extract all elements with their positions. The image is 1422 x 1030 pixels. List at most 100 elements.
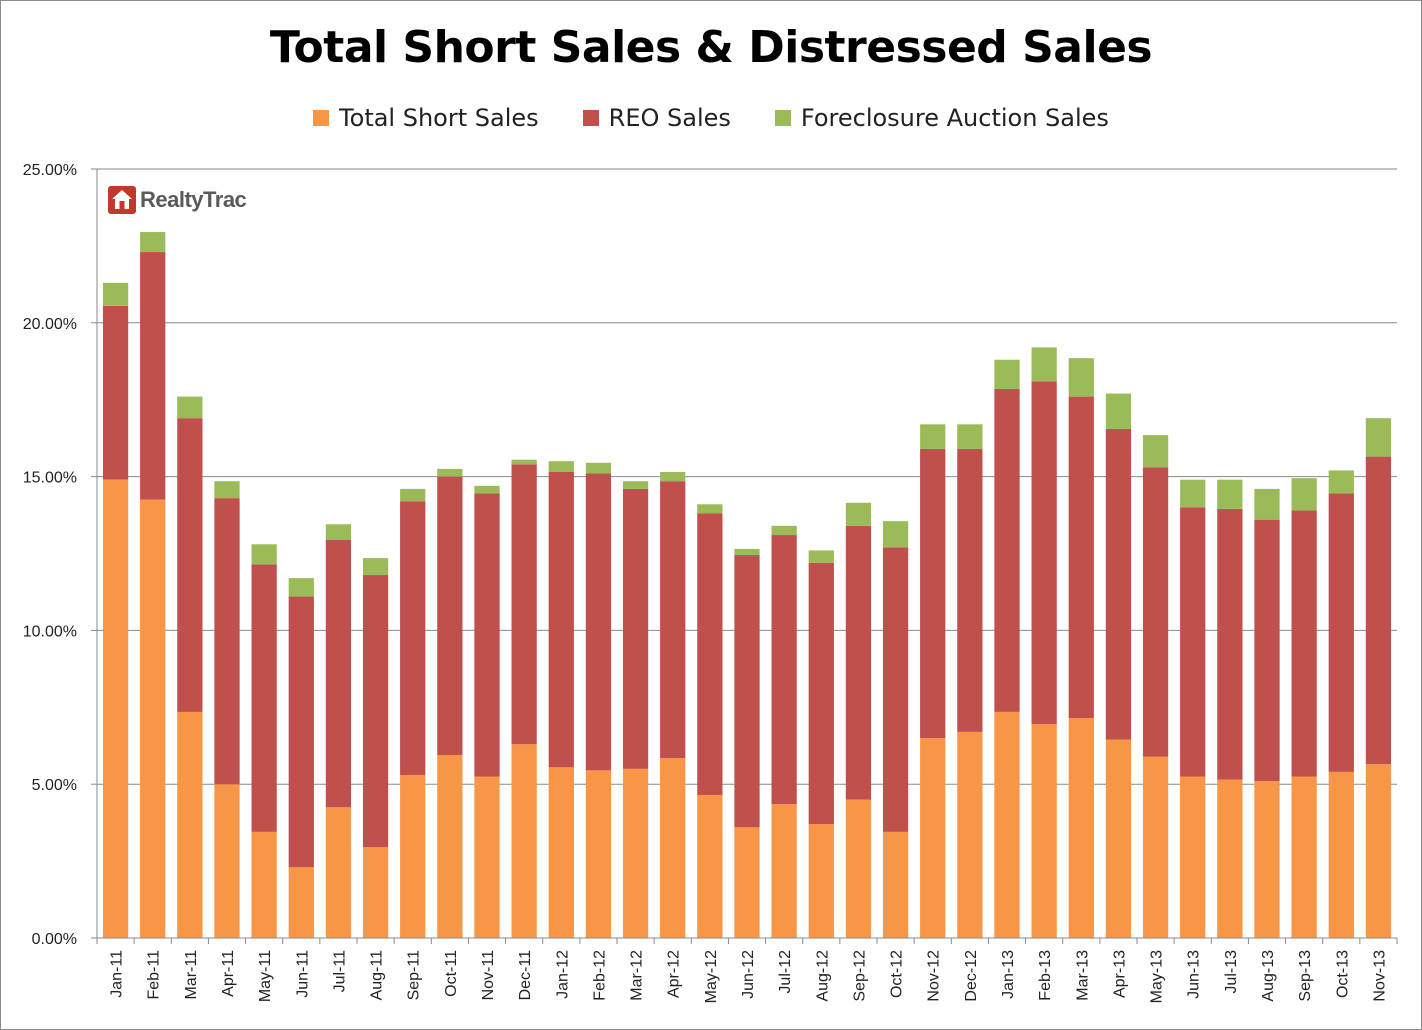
legend-label-1: REO Sales (608, 104, 731, 132)
x-tick-label: Feb-11 (146, 950, 163, 1000)
legend-item-0: Total Short Sales (313, 104, 539, 132)
bar-short-sales-Jun-13 (1180, 776, 1206, 938)
bar-auction-sales-Apr-12 (660, 471, 686, 482)
y-tick-label: 5.00% (32, 777, 77, 794)
bar-auction-sales-Apr-13 (1105, 393, 1132, 429)
bar-auction-sales-Sep-11 (400, 488, 426, 502)
bar-auction-sales-Nov-12 (920, 424, 946, 449)
legend-swatch-1 (582, 110, 599, 126)
bar-reo-sales-Apr-11 (214, 498, 240, 785)
bar-short-sales-Apr-11 (214, 784, 240, 938)
legend-swatch-2 (774, 110, 791, 126)
bar-reo-sales-Nov-12 (920, 448, 946, 739)
bar-reo-sales-May-12 (697, 513, 723, 795)
x-tick-label: Aug-11 (369, 950, 386, 1001)
bar-auction-sales-May-13 (1142, 435, 1169, 468)
x-tick-label: Feb-12 (591, 950, 608, 1001)
x-tick-label: Jan-11 (109, 950, 126, 998)
bar-short-sales-Feb-12 (585, 770, 612, 938)
bar-auction-sales-May-12 (697, 504, 723, 514)
bar-auction-sales-Jul-13 (1217, 479, 1243, 509)
bar-short-sales-Apr-13 (1105, 739, 1132, 938)
bar-short-sales-Nov-12 (920, 738, 946, 938)
bar-short-sales-Mar-12 (622, 768, 649, 938)
bar-reo-sales-Jan-11 (102, 305, 129, 480)
bar-auction-sales-Jun-13 (1180, 479, 1206, 508)
x-tick-label: Oct-11 (443, 950, 460, 997)
x-tick-label: Oct-13 (1334, 950, 1351, 998)
bar-auction-sales-Aug-12 (808, 550, 834, 563)
logo-text: RealtyTrac (140, 187, 247, 212)
bar-reo-sales-Jun-11 (288, 596, 314, 868)
x-tick-label: Jul-11 (331, 950, 348, 992)
bar-reo-sales-Mar-13 (1068, 396, 1094, 719)
bar-reo-sales-Oct-13 (1328, 493, 1354, 772)
x-tick-label: May-13 (1149, 950, 1166, 1003)
bar-short-sales-Dec-11 (511, 744, 537, 938)
legend-label-2: Foreclosure Auction Sales (800, 104, 1109, 132)
bar-short-sales-Feb-11 (140, 499, 166, 938)
bar-auction-sales-Jul-11 (325, 524, 352, 540)
bar-short-sales-Aug-13 (1254, 781, 1280, 938)
bar-auction-sales-Feb-13 (1031, 347, 1057, 382)
bar-reo-sales-Feb-13 (1031, 381, 1057, 725)
bar-auction-sales-Oct-11 (437, 468, 463, 477)
bar-auction-sales-Mar-13 (1068, 358, 1094, 397)
bar-short-sales-Oct-11 (437, 754, 463, 938)
bar-auction-sales-Jan-11 (102, 282, 129, 306)
x-tick-label: Apr-13 (1111, 950, 1128, 998)
x-tick-label: Mar-11 (183, 950, 200, 1000)
x-tick-label: Jan-13 (1000, 950, 1017, 999)
bar-short-sales-Mar-11 (177, 711, 203, 938)
bar-auction-sales-Oct-12 (882, 521, 909, 548)
bar-auction-sales-Jan-12 (548, 461, 574, 472)
legend: Total Short Sales REO Sales Foreclosure Au… (0, 104, 1422, 132)
bar-short-sales-Jun-12 (734, 827, 760, 938)
bar-auction-sales-Jul-12 (771, 525, 797, 536)
bar-reo-sales-Sep-12 (845, 525, 872, 800)
x-tick-label: Apr-11 (220, 950, 237, 997)
x-tick-label: Aug-13 (1260, 950, 1277, 1002)
x-tick-label: Jan-12 (554, 950, 571, 999)
bar-reo-sales-Jan-12 (548, 471, 574, 768)
bar-reo-sales-Dec-12 (957, 448, 983, 732)
bar-auction-sales-May-11 (251, 544, 277, 565)
bar-reo-sales-Jun-13 (1180, 507, 1206, 777)
x-tick-label: Sep-12 (851, 950, 868, 1002)
bar-reo-sales-May-13 (1142, 467, 1169, 757)
bar-short-sales-Aug-12 (808, 824, 834, 938)
bar-reo-sales-Oct-11 (437, 476, 463, 755)
bar-auction-sales-Feb-12 (585, 462, 612, 474)
bar-short-sales-Jun-11 (288, 867, 314, 938)
bar-short-sales-Sep-13 (1291, 776, 1317, 938)
bar-short-sales-Nov-11 (474, 776, 500, 938)
bar-short-sales-Jul-12 (771, 804, 797, 938)
x-tick-label: Mar-12 (629, 950, 646, 1001)
bar-short-sales-Jul-13 (1217, 779, 1243, 938)
x-tick-label: Nov-12 (926, 950, 943, 1002)
bar-auction-sales-Dec-11 (511, 459, 537, 465)
bar-short-sales-Sep-11 (400, 774, 426, 938)
bar-short-sales-Apr-12 (660, 758, 686, 938)
bar-auction-sales-Mar-11 (177, 396, 203, 419)
legend-swatch-0 (313, 110, 330, 126)
x-tick-label: Jul-13 (1223, 950, 1240, 994)
bar-auction-sales-Jun-11 (288, 578, 314, 597)
bar-reo-sales-Mar-11 (177, 418, 203, 712)
bar-auction-sales-Oct-13 (1328, 470, 1354, 494)
y-tick-label: 25.00% (23, 162, 77, 179)
x-tick-label: Jun-12 (740, 950, 757, 999)
bar-short-sales-Mar-13 (1068, 718, 1094, 938)
y-tick-label: 10.00% (23, 623, 77, 640)
bar-auction-sales-Nov-13 (1365, 418, 1392, 457)
bar-auction-sales-Aug-11 (362, 558, 389, 576)
x-tick-label: Apr-12 (666, 950, 683, 998)
bar-short-sales-May-12 (697, 794, 723, 938)
bar-reo-sales-Apr-12 (660, 481, 686, 759)
bar-auction-sales-Apr-11 (214, 481, 240, 499)
x-tick-label: May-12 (703, 950, 720, 1003)
bar-short-sales-Aug-11 (362, 847, 389, 938)
x-tick-label: Dec-12 (963, 950, 980, 1002)
y-tick-label: 0.00% (32, 931, 77, 948)
